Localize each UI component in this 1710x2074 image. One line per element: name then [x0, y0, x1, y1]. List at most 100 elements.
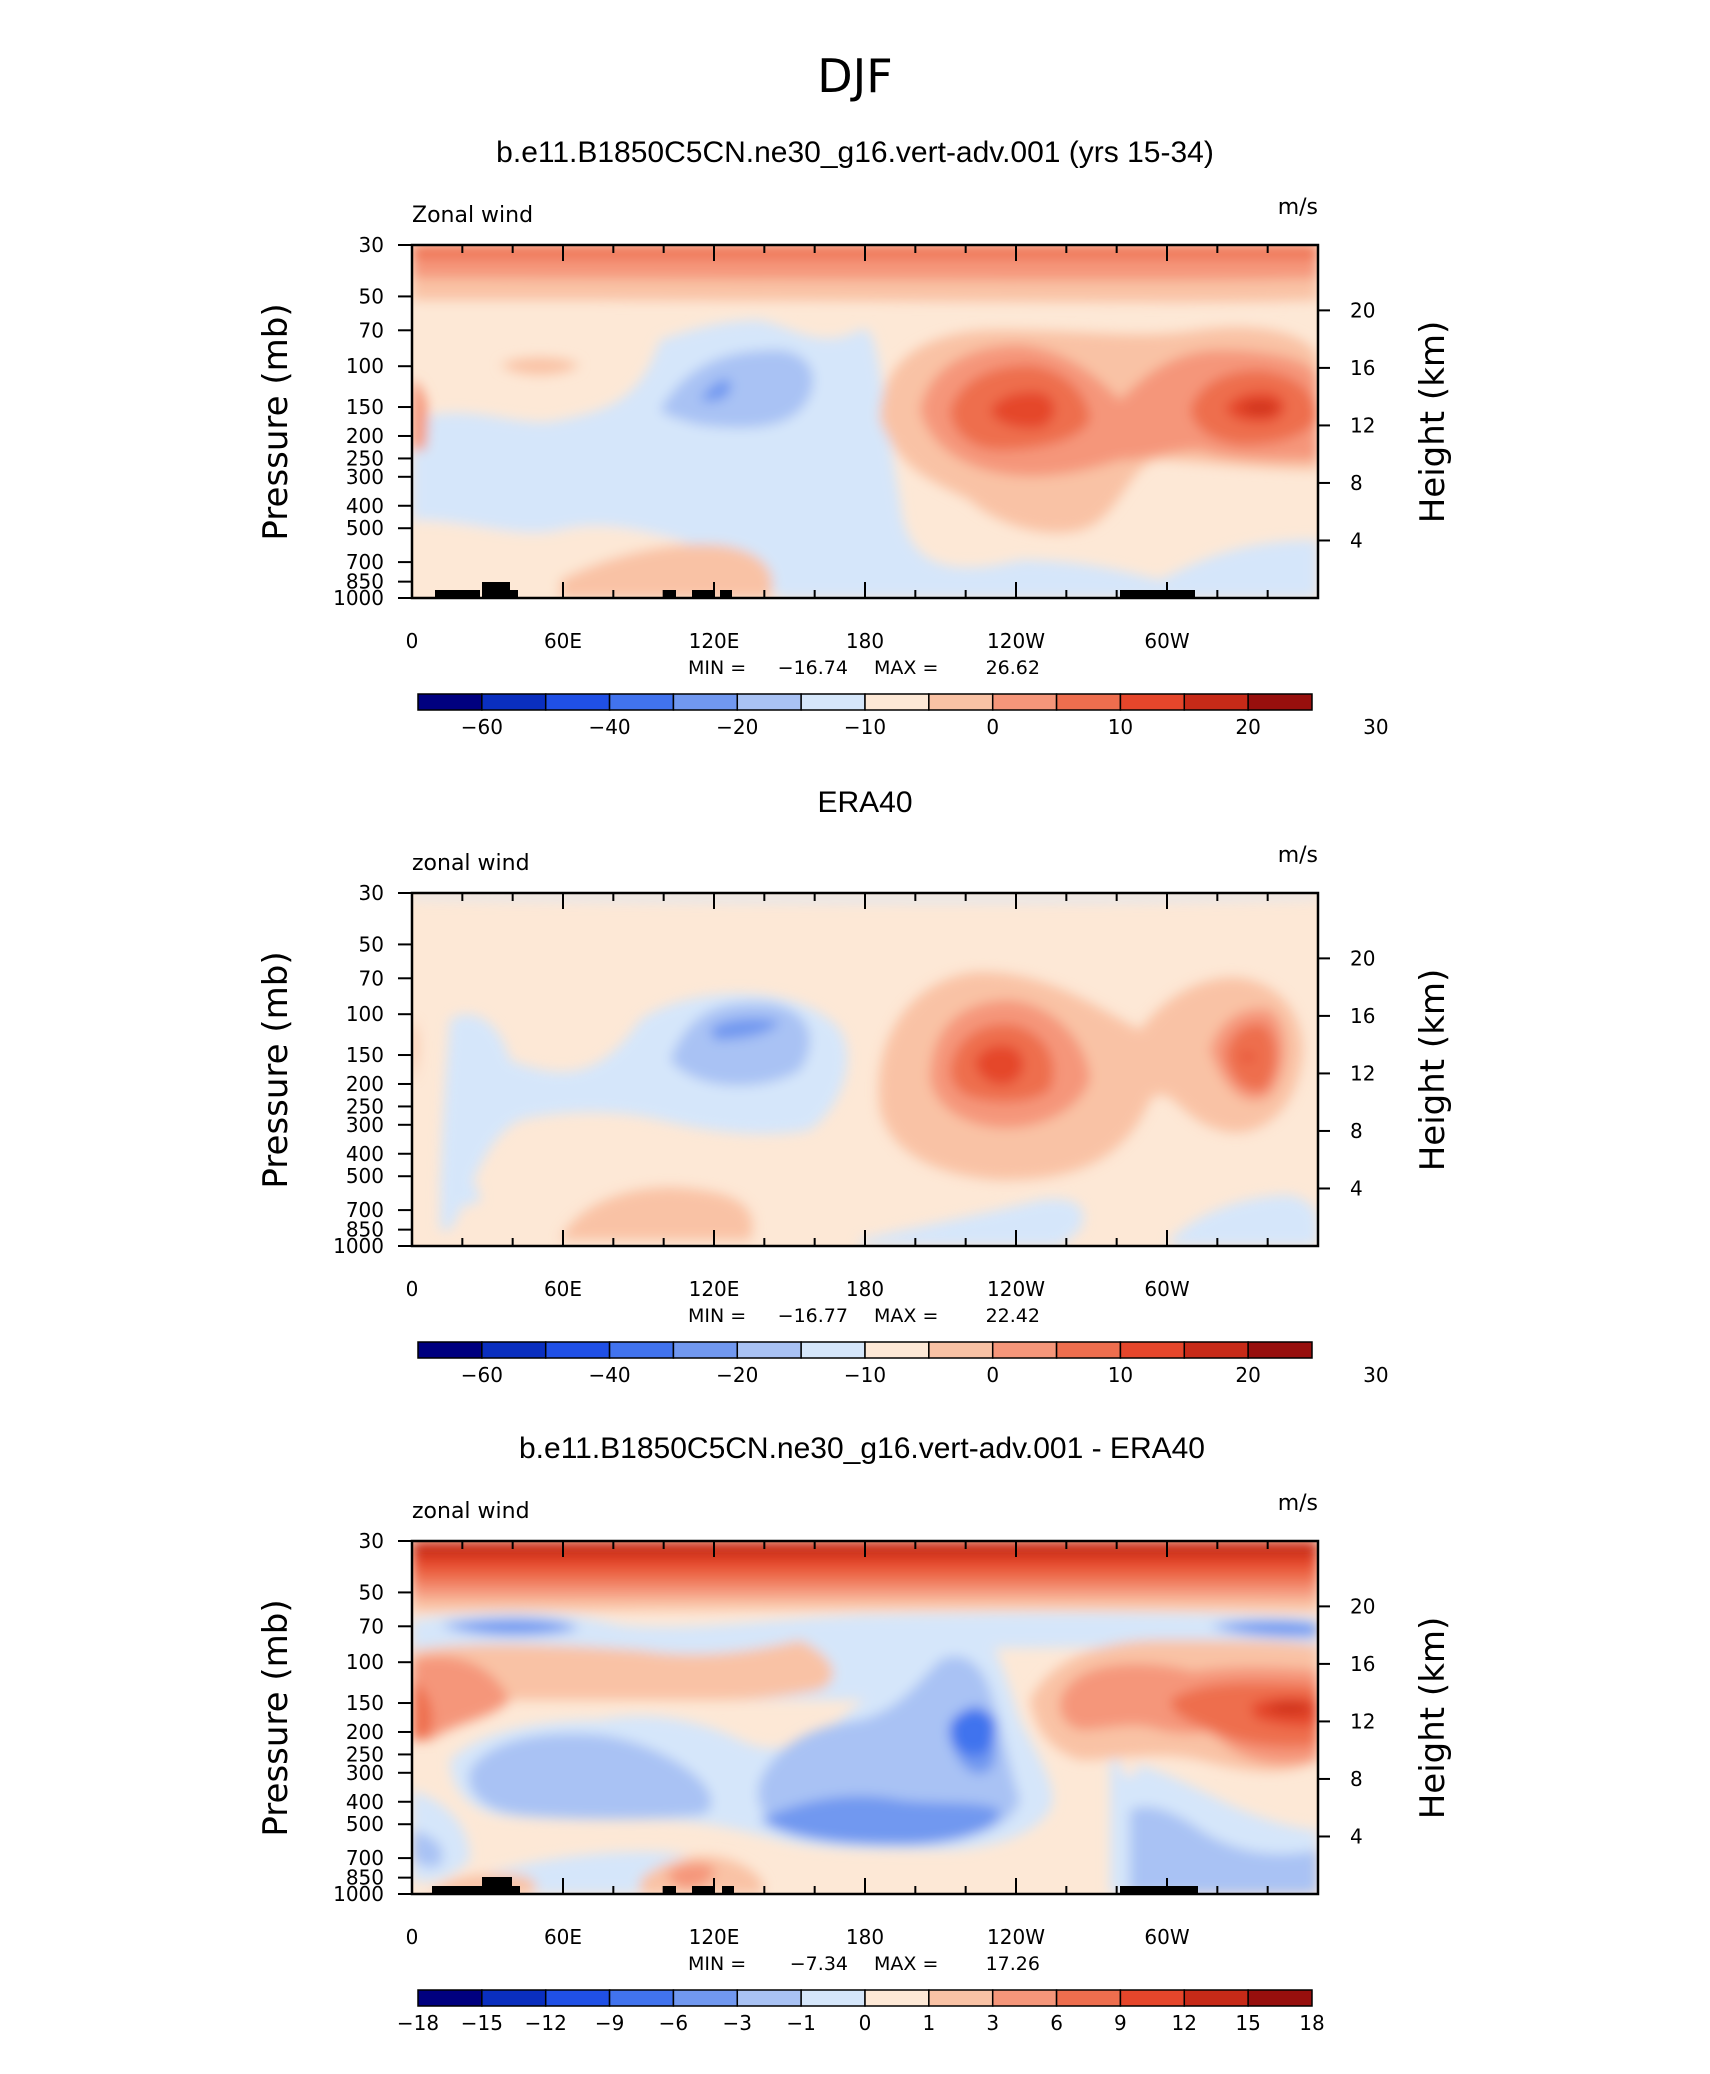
colorbar-label: 15 [1235, 2011, 1260, 2035]
panel-2-units: m/s [1278, 843, 1318, 868]
panel-3: b.e11.B1850C5CN.ne30_g16.vert-adv.001 - … [256, 1432, 1453, 2035]
colorbar-label: 3 [986, 2011, 999, 2035]
page-title: DJF [817, 49, 892, 103]
colorbar-swatch [800, 693, 866, 711]
pressure-tick-label: 150 [346, 1043, 384, 1067]
height-tick-label: 20 [1350, 1594, 1375, 1618]
pressure-tick-label: 30 [359, 1529, 384, 1553]
lon-tick-label: 0 [406, 1277, 419, 1301]
panel-3-units: m/s [1278, 1491, 1318, 1516]
colorbar-swatch [736, 693, 802, 711]
pressure-tick-label: 100 [346, 354, 384, 378]
colorbar-label: 9 [1114, 2011, 1127, 2035]
panel-2-stats: MIN = −16.77 MAX = 22.42 [688, 1305, 1040, 1327]
lon-tick-label: 120E [689, 1277, 740, 1301]
pressure-tick-label: 70 [359, 966, 384, 990]
panel-2-contour-field [410, 891, 1320, 1248]
height-tick-label: 4 [1350, 1824, 1363, 1848]
colorbar-label: −1 [786, 2011, 815, 2035]
panel-1-min-label: MIN = [688, 657, 746, 679]
panel-3-max-label: MAX = [874, 1953, 938, 1975]
pressure-tick-label: 30 [359, 233, 384, 257]
panel-2-max-label: MAX = [874, 1305, 938, 1327]
panel-2-ylabel: Pressure (mb) [256, 951, 296, 1188]
colorbar-swatch [991, 1989, 1058, 2007]
pressure-tick-label: 200 [346, 424, 384, 448]
colorbar-swatch [672, 1989, 739, 2007]
colorbar-label: −6 [659, 2011, 688, 2035]
pressure-tick-label: 300 [346, 1761, 384, 1785]
panel-3-min-label: MIN = [688, 1953, 746, 1975]
height-tick-label: 4 [1350, 528, 1363, 552]
pressure-tick-label: 500 [346, 516, 384, 540]
lon-tick-label: 0 [406, 1925, 419, 1949]
panel-1-contour-field [410, 243, 1320, 600]
height-tick-label: 12 [1350, 413, 1375, 437]
pressure-tick-label: 300 [346, 1113, 384, 1137]
pressure-tick-label: 1000 [333, 1234, 384, 1258]
colorbar-swatch [1119, 1341, 1186, 1359]
pressure-tick-label: 400 [346, 494, 384, 518]
colorbar-swatch [1247, 693, 1313, 711]
panel-2-min-label: MIN = [688, 1305, 746, 1327]
height-tick-label: 4 [1350, 1176, 1363, 1200]
pressure-tick-label: 250 [346, 1742, 384, 1766]
colorbar-label: −20 [716, 1363, 758, 1387]
colorbar-swatch [928, 1341, 994, 1359]
colorbar-label: 12 [1172, 2011, 1197, 2035]
colorbar-swatch [1119, 693, 1186, 711]
pressure-tick-label: 70 [359, 1614, 384, 1638]
panel-3-ylabel: Pressure (mb) [256, 1599, 296, 1836]
colorbar-swatch [1055, 693, 1122, 711]
colorbar-label: −10 [844, 715, 886, 739]
colorbar-swatch [800, 1989, 866, 2007]
panel-2-title: ERA40 [817, 786, 912, 819]
colorbar-label: −60 [461, 715, 503, 739]
lon-tick-label: 180 [846, 1277, 884, 1301]
colorbar-label: 0 [986, 1363, 999, 1387]
height-tick-label: 8 [1350, 471, 1363, 495]
height-tick-label: 16 [1350, 356, 1375, 380]
height-tick-label: 16 [1350, 1652, 1375, 1676]
pressure-tick-label: 100 [346, 1002, 384, 1026]
panel-1-negative-region [412, 320, 1318, 598]
pressure-tick-label: 150 [346, 395, 384, 419]
panel-3-colorbar: −18 −15 −12 −9 −6 −3 −1 0 1 3 6 9 12 15 18 [397, 1989, 1325, 2035]
colorbar-label: 10 [1108, 715, 1133, 739]
colorbar-swatch [417, 1341, 483, 1359]
pressure-tick-label: 700 [346, 550, 384, 574]
pressure-tick-label: 50 [359, 1580, 384, 1604]
colorbar-swatch [608, 1341, 675, 1359]
colorbar-label: 0 [859, 2011, 872, 2035]
panel-3-min-value: −7.34 [790, 1953, 848, 1975]
colorbar-swatch [1055, 1341, 1122, 1359]
colorbar-swatch [672, 693, 739, 711]
pressure-tick-label: 150 [346, 1691, 384, 1715]
colorbar-swatch [864, 693, 930, 711]
pressure-tick-label: 500 [346, 1812, 384, 1836]
colorbar-swatch [1183, 1341, 1249, 1359]
colorbar-swatch [1247, 1341, 1313, 1359]
panel-2-min-value: −16.77 [778, 1305, 848, 1327]
colorbar-swatch [991, 1341, 1058, 1359]
colorbar-label: −12 [525, 2011, 567, 2035]
colorbar-swatch [544, 1341, 611, 1359]
colorbar-swatch [544, 1989, 611, 2007]
height-tick-label: 20 [1350, 298, 1375, 322]
panel-1-colorbar: −60 −40 −20 −10 0 10 20 30 [417, 693, 1389, 739]
lon-tick-label: 0 [406, 629, 419, 653]
lon-tick-label: 60E [544, 629, 582, 653]
pressure-tick-label: 1000 [333, 1882, 384, 1906]
pressure-tick-label: 200 [346, 1720, 384, 1744]
panel-1-min-value: −16.74 [778, 657, 848, 679]
height-tick-label: 16 [1350, 1004, 1375, 1028]
panel-1-title: b.e11.B1850C5CN.ne30_g16.vert-adv.001 (y… [496, 136, 1214, 169]
panel-3-max-value: 17.26 [986, 1953, 1040, 1975]
height-tick-label: 8 [1350, 1119, 1363, 1143]
lon-tick-label: 60W [1144, 1277, 1189, 1301]
panel-1-left-string: Zonal wind [412, 203, 533, 228]
panel-3-stats: MIN = −7.34 MAX = 17.26 [688, 1953, 1040, 1975]
panel-3-contour-field [410, 1539, 1320, 1896]
